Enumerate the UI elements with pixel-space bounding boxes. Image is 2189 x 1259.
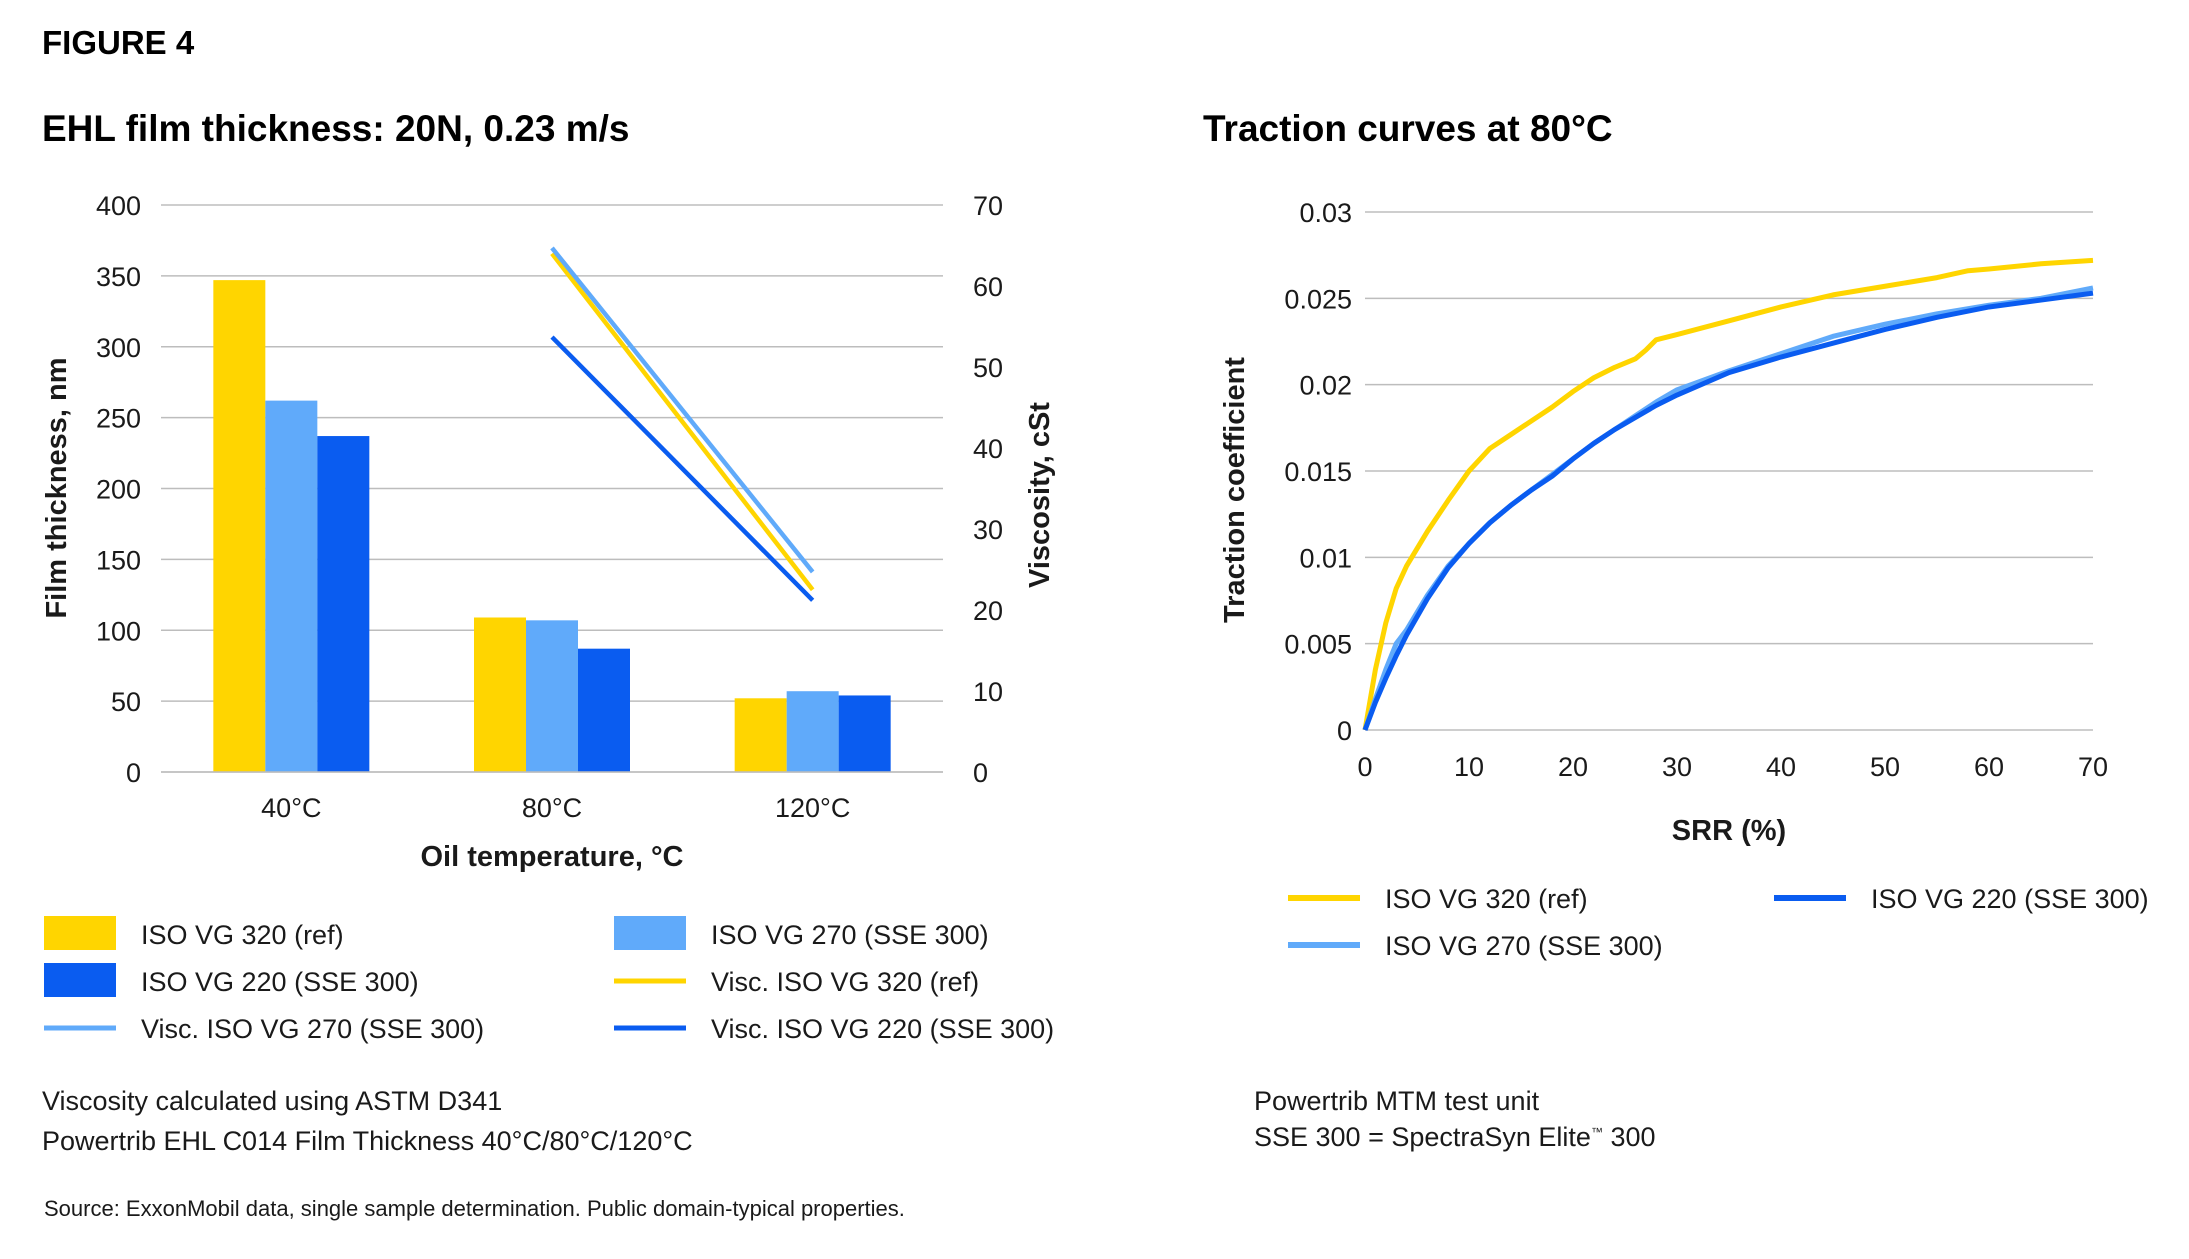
right-x-tick-label: 40	[1766, 752, 1796, 782]
right-x-tick-label: 20	[1558, 752, 1588, 782]
left-y-tick-label: 350	[96, 262, 141, 292]
right-y-tick-label: 0.02	[1299, 371, 1352, 401]
right-x-tick-label: 60	[1974, 752, 2004, 782]
legend-label: Visc. ISO VG 270 (SSE 300)	[141, 1014, 484, 1044]
footnote-film-thickness: Powertrib EHL C014 Film Thickness 40°C/8…	[42, 1126, 693, 1156]
left-y-tick-label: 250	[96, 404, 141, 434]
chart-title-film-thickness: EHL film thickness: 20N, 0.23 m/s	[42, 108, 630, 149]
right-axis-tick-label: 40	[973, 434, 1003, 464]
right-y-tick-label: 0.025	[1284, 284, 1352, 314]
bar-iso-vg-270-sse-300-120-c	[786, 691, 839, 772]
legend-label: ISO VG 220 (SSE 300)	[141, 967, 419, 997]
viscosity-line-visc-iso-vg-320-ref	[550, 252, 815, 592]
figure-label: FIGURE 4	[42, 24, 195, 61]
trademark-mark: ™	[1590, 1125, 1603, 1139]
bar-iso-vg-320-ref-80-c	[474, 617, 526, 772]
bar-iso-vg-220-sse-300-80-c	[578, 648, 630, 772]
viscosity-line-visc-iso-vg-220-sse-300	[550, 335, 815, 602]
footnote-mtm: Powertrib MTM test unit	[1254, 1086, 1540, 1116]
legend-label: ISO VG 320 (ref)	[141, 920, 344, 950]
right-x-tick-label: 70	[2078, 752, 2108, 782]
bar-iso-vg-220-sse-300-120-c	[838, 695, 891, 772]
traction-curve-iso-vg-320-ref	[1362, 257, 2094, 731]
left-y-tick-label: 400	[96, 191, 141, 221]
right-y-tick-label: 0.03	[1299, 198, 1352, 228]
traction-legend-label: ISO VG 220 (SSE 300)	[1871, 884, 2149, 914]
traction-legend-label: ISO VG 320 (ref)	[1385, 884, 1588, 914]
legend-swatch-iso-vg-320-ref	[44, 916, 116, 950]
x-category-label: 120°C	[775, 793, 850, 823]
left-y-tick-label: 0	[126, 758, 141, 788]
chart-title-traction: Traction curves at 80°C	[1203, 108, 1613, 149]
legend-swatch-iso-vg-220-sse-300	[44, 963, 116, 997]
legend-label: Visc. ISO VG 220 (SSE 300)	[711, 1014, 1054, 1044]
footnote-sse-text: SSE 300 = SpectraSyn Elite	[1254, 1122, 1591, 1152]
x-category-label: 80°C	[522, 793, 582, 823]
bar-iso-vg-220-sse-300-40-c	[317, 436, 370, 772]
right-x-tick-label: 50	[1870, 752, 1900, 782]
footnote-sse-suffix: 300	[1602, 1122, 1656, 1152]
source-note: Source: ExxonMobil data, single sample d…	[44, 1196, 905, 1221]
right-x-axis-title: SRR (%)	[1672, 815, 1786, 847]
right-x-tick-label: 30	[1662, 752, 1692, 782]
viscosity-line-visc-iso-vg-270-sse-300	[550, 246, 815, 574]
right-y-tick-label: 0.015	[1284, 457, 1352, 487]
legend-label: Visc. ISO VG 320 (ref)	[711, 967, 979, 997]
right-y-tick-label: 0.005	[1284, 630, 1352, 660]
right-axis-tick-label: 50	[973, 353, 1003, 383]
footnote-sse: SSE 300 = SpectraSyn Elite™ 300	[1254, 1122, 1656, 1153]
traction-curve-iso-vg-270-sse-300	[1362, 285, 2094, 731]
traction-legend-label: ISO VG 270 (SSE 300)	[1385, 931, 1663, 961]
left-y-tick-label: 200	[96, 475, 141, 505]
right-y-axis-title: Viscosity, cSt	[1024, 402, 1056, 588]
left-y-axis-title: Film thickness, nm	[41, 357, 73, 618]
left-y-tick-label: 150	[96, 545, 141, 575]
left-x-axis-title: Oil temperature, °C	[421, 841, 684, 873]
right-axis-tick-label: 0	[973, 758, 988, 788]
right-x-tick-label: 0	[1357, 752, 1372, 782]
traction-curve-iso-vg-220-sse-300	[1362, 290, 2094, 731]
footnote-viscosity: Viscosity calculated using ASTM D341	[42, 1086, 503, 1116]
bar-iso-vg-320-ref-120-c	[734, 698, 787, 772]
left-y-tick-label: 50	[111, 687, 141, 717]
right-axis-tick-label: 30	[973, 515, 1003, 545]
right-x-tick-label: 10	[1454, 752, 1484, 782]
bar-iso-vg-270-sse-300-80-c	[526, 620, 578, 772]
right-chart-y-axis-title: Traction coefficient	[1219, 357, 1251, 623]
right-axis-tick-label: 10	[973, 677, 1003, 707]
legend-swatch-iso-vg-270-sse-300	[614, 916, 686, 950]
bar-iso-vg-320-ref-40-c	[213, 280, 266, 772]
x-category-label: 40°C	[261, 793, 321, 823]
legend-label: ISO VG 270 (SSE 300)	[711, 920, 989, 950]
right-axis-tick-label: 60	[973, 272, 1003, 302]
right-y-tick-label: 0.01	[1299, 543, 1352, 573]
right-y-tick-label: 0	[1337, 716, 1352, 746]
right-axis-tick-label: 20	[973, 596, 1003, 626]
bar-iso-vg-270-sse-300-40-c	[265, 400, 318, 772]
left-y-tick-label: 100	[96, 616, 141, 646]
left-y-tick-label: 300	[96, 333, 141, 363]
right-axis-tick-label: 70	[973, 191, 1003, 221]
